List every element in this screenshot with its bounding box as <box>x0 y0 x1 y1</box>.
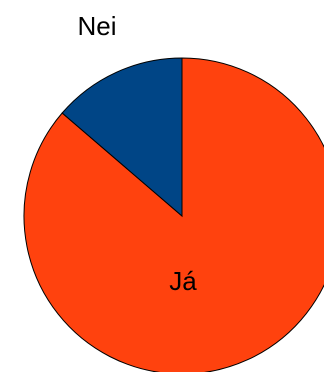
pie-slice-ja <box>23 57 324 372</box>
pie-labels: Já Nei <box>77 11 197 296</box>
pie-slice-nei <box>61 57 183 218</box>
pie-slices <box>23 57 324 372</box>
slice-label-nei: Nei <box>77 11 116 41</box>
slice-label-ja: Já <box>169 266 197 296</box>
